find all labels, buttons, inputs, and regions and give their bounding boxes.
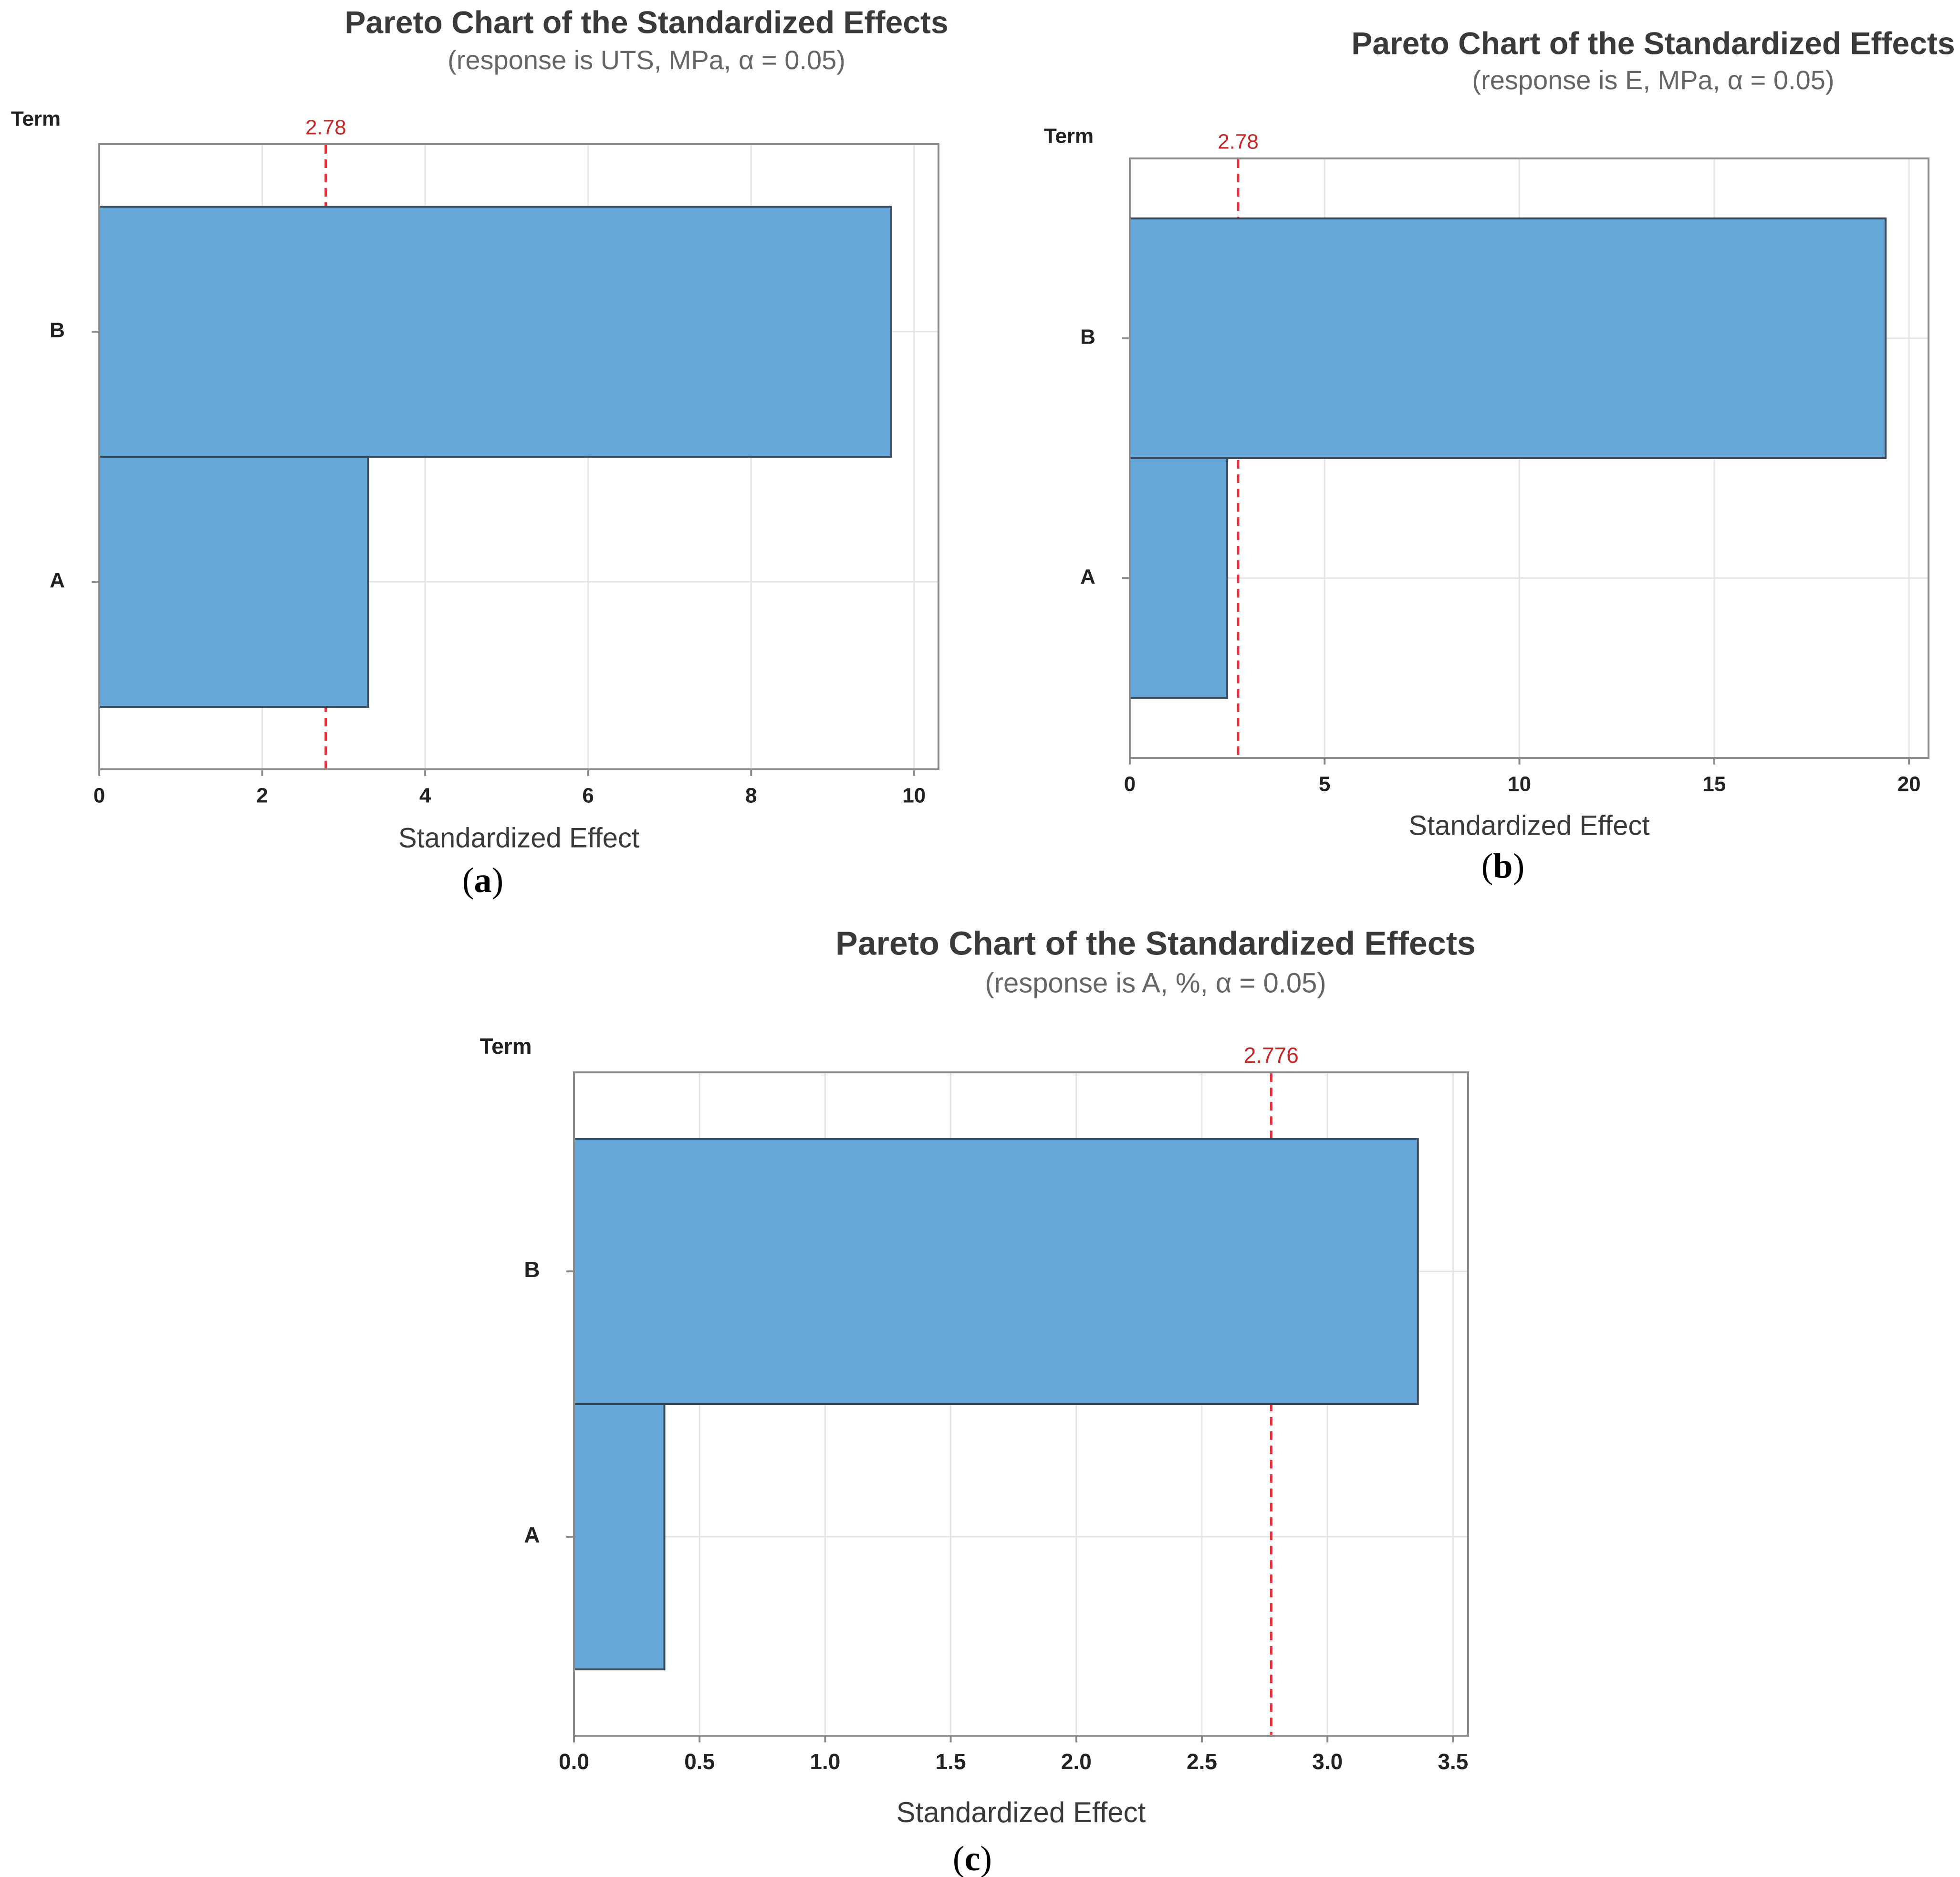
category-label: B: [524, 1257, 540, 1282]
panel-label: (b): [1481, 847, 1524, 886]
category-label: B: [1080, 325, 1095, 348]
x-tick-label: 4: [419, 784, 431, 807]
chart-subtitle: (response is A, %, α = 0.05): [985, 967, 1326, 998]
x-tick-label: 3.0: [1312, 1749, 1343, 1774]
reference-line-label: 2.78: [1218, 130, 1259, 154]
chart-panel-b: Pareto Chart of the Standardized Effects…: [1044, 25, 1955, 886]
x-axis-label: Standardized Effect: [1408, 810, 1649, 841]
x-tick-label: 0.0: [559, 1749, 589, 1774]
plot-frame: [573, 1071, 1469, 1737]
x-tick-label: 0: [1124, 773, 1136, 796]
chart-title: Pareto Chart of the Standardized Effects: [835, 924, 1476, 962]
x-tick-label: 2.5: [1187, 1749, 1217, 1774]
x-tick-label: 6: [582, 784, 594, 807]
x-tick-label: 2.0: [1061, 1749, 1092, 1774]
bar-A: [1129, 457, 1229, 699]
x-tick-label: 0.5: [684, 1749, 715, 1774]
x-tick-label: 0: [94, 784, 105, 807]
x-axis-label: Standardized Effect: [398, 822, 639, 853]
x-tick-label: 1.5: [936, 1749, 966, 1774]
chart-panel-a: Pareto Chart of the Standardized Effects…: [11, 4, 949, 900]
category-label: A: [50, 569, 65, 592]
category-label: B: [50, 319, 65, 342]
panel-label: (a): [462, 861, 503, 900]
plot-frame: [1129, 157, 1929, 759]
y-axis-label: Term: [480, 1034, 532, 1059]
x-tick-label: 10: [902, 784, 926, 807]
reference-line-label: 2.776: [1244, 1043, 1299, 1068]
x-tick-label: 15: [1702, 773, 1726, 796]
x-tick-label: 1.0: [810, 1749, 840, 1774]
chart-title: Pareto Chart of the Standardized Effects: [1351, 25, 1955, 61]
reference-line-label: 2.78: [305, 116, 346, 139]
category-label: A: [524, 1522, 540, 1547]
chart-title: Pareto Chart of the Standardized Effects: [344, 4, 948, 40]
x-tick-label: 2: [256, 784, 268, 807]
bar-A: [573, 1403, 666, 1670]
x-tick-label: 20: [1897, 773, 1921, 796]
x-tick-label: 5: [1319, 773, 1330, 796]
category-label: A: [1080, 565, 1095, 588]
panel-label: (c): [953, 1839, 992, 1877]
y-axis-label: Term: [1044, 125, 1094, 148]
panel-label-letter: c: [965, 1839, 980, 1877]
panel-label-letter: a: [474, 861, 492, 900]
x-tick-label: 10: [1508, 773, 1531, 796]
panel-label-letter: b: [1493, 847, 1512, 886]
plot-frame: [98, 143, 939, 770]
chart-subtitle: (response is UTS, MPa, α = 0.05): [448, 45, 845, 75]
y-axis-label: Term: [11, 107, 61, 131]
chart-subtitle: (response is E, MPa, α = 0.05): [1472, 65, 1834, 95]
x-tick-label: 3.5: [1438, 1749, 1468, 1774]
bar-B: [98, 206, 892, 458]
chart-panel-c: Pareto Chart of the Standardized Effects…: [480, 924, 1475, 1877]
x-tick-label: 8: [745, 784, 757, 807]
bar-A: [98, 456, 369, 708]
bar-B: [573, 1138, 1419, 1405]
x-axis-label: Standardized Effect: [897, 1796, 1146, 1828]
bar-B: [1129, 217, 1887, 459]
